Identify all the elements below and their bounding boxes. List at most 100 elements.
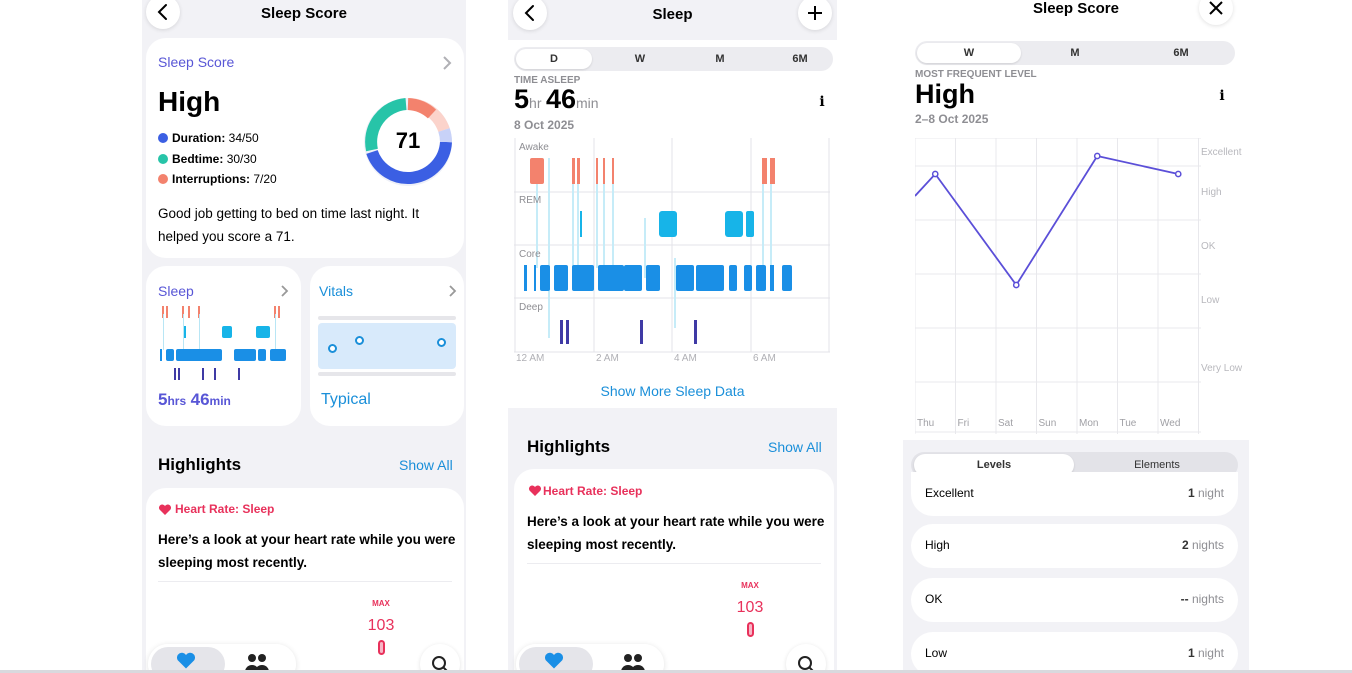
tab-bar [516, 644, 664, 670]
data-point [931, 170, 939, 178]
close-button[interactable] [1199, 0, 1233, 25]
level-row-low[interactable]: Low 1 night [911, 632, 1238, 670]
add-button[interactable] [798, 0, 832, 30]
y-tick-label: OK [1201, 241, 1216, 252]
tab-bar [148, 644, 296, 670]
y-tick-label: Excellent [1201, 147, 1242, 158]
y-tick-label: Very Low [1201, 363, 1243, 374]
x-tick-label: Wed [1160, 418, 1181, 429]
search-button[interactable] [420, 644, 460, 670]
bedtime-item: Bedtime: 30/30 [158, 149, 277, 170]
period-selector: D W M 6M [514, 47, 833, 71]
chevron-left-icon [157, 4, 167, 20]
heart-rate-card[interactable]: Heart Rate: Sleep Here’s a look at your … [146, 488, 464, 670]
back-button[interactable] [146, 0, 180, 29]
heart-rate-marker [747, 622, 754, 637]
score-value: 71 [395, 128, 421, 153]
vitals-bottom-line [318, 372, 456, 376]
people-icon[interactable] [620, 652, 646, 670]
heart-rate-marker [378, 640, 385, 655]
close-icon [1209, 1, 1223, 15]
search-button[interactable] [786, 644, 826, 670]
level-row-ok[interactable]: OK -- nights [911, 578, 1238, 622]
y-tick-label: High [1201, 187, 1222, 198]
heart-card-body: Here’s a look at your heart rate while y… [527, 514, 825, 552]
duration-item: Duration: 34/50 [158, 128, 277, 149]
max-value: 103 [736, 599, 764, 616]
segment-week[interactable]: W [917, 43, 1021, 63]
heart-card-title: Heart Rate: Sleep [543, 484, 643, 498]
sleep-mini-chart [160, 306, 286, 380]
time-label: 4 AM [674, 353, 697, 364]
time-label: 2 AM [596, 353, 619, 364]
vitals-point [437, 338, 446, 347]
segment-month[interactable]: M [715, 53, 725, 65]
chevron-right-icon [443, 56, 452, 70]
sleep-score-card[interactable]: Sleep Score High Duration: 34/50 Bedtime… [146, 38, 464, 258]
vitals-tile-title: Vitals [319, 283, 353, 299]
data-point [1174, 170, 1182, 178]
vitals-point [355, 336, 364, 345]
divider [158, 581, 452, 582]
sleep-detail-panel: Sleep D W M 6M TIME ASLEEP 5hr 46min 8 O… [508, 0, 837, 670]
nav-title: Sleep [652, 6, 693, 23]
stage-label-deep: Deep [519, 302, 543, 313]
max-label: MAX [741, 581, 759, 590]
stage-label-core: Core [519, 249, 541, 260]
chevron-left-icon [524, 5, 534, 21]
x-tick-label: Thu [917, 418, 935, 429]
sleep-score-line-chart [915, 138, 1201, 434]
level-value: High [915, 79, 975, 109]
level-row-excellent[interactable]: Excellent 1 night [911, 472, 1238, 516]
data-point [1012, 281, 1020, 289]
back-button[interactable] [513, 0, 547, 30]
tab-elements[interactable]: Elements [1134, 459, 1180, 471]
vitals-tile[interactable]: Vitals Typical [310, 266, 464, 426]
show-all-link[interactable]: Show All [399, 457, 453, 473]
x-tick-label: Sun [1038, 418, 1057, 429]
max-value: 103 [367, 617, 395, 634]
info-icon[interactable]: i [1219, 88, 1225, 104]
interruptions-item: Interruptions: 7/20 [158, 169, 277, 190]
vitals-range-band [318, 323, 456, 369]
segment-day[interactable]: D [516, 49, 592, 69]
y-tick-label: Low [1201, 295, 1220, 306]
show-more-sleep-data[interactable]: Show More Sleep Data [600, 383, 745, 399]
time-asleep-value: 5hr 46min [514, 84, 599, 114]
heart-card-body: Here’s a look at your heart rate while y… [158, 532, 456, 570]
x-tick-label: Tue [1119, 418, 1137, 429]
max-label: MAX [372, 599, 390, 608]
score-breakdown: Duration: 34/50 Bedtime: 30/30 Interrupt… [158, 128, 277, 190]
heart-rate-card[interactable]: Heart Rate: Sleep Here’s a look at your … [514, 469, 834, 670]
divider [527, 563, 821, 564]
highlights-title: Highlights [158, 455, 242, 474]
time-label: 12 AM [516, 353, 545, 364]
segment-6m[interactable]: 6M [1173, 47, 1189, 59]
level-row-high[interactable]: High 2 nights [911, 524, 1238, 568]
sleep-date: 8 Oct 2025 [514, 118, 575, 132]
info-icon[interactable]: i [819, 94, 825, 110]
sleep-score-history-panel: Sleep Score W M 6M MOST FREQUENT LEVEL H… [903, 0, 1249, 670]
duration-dot [158, 133, 168, 143]
time-label: 6 AM [753, 353, 776, 364]
heart-icon [544, 652, 564, 669]
nav-bar [508, 0, 837, 40]
segment-6m[interactable]: 6M [792, 53, 808, 65]
segment-month[interactable]: M [1070, 47, 1080, 59]
tab-levels[interactable]: Levels [914, 454, 1074, 476]
score-level: High [158, 86, 221, 117]
bedtime-dot [158, 153, 168, 164]
sleep-tile[interactable]: Sleep 5hrs 46min [146, 266, 301, 426]
sleep-score-panel: Sleep Score Sleep Score High Duration: 3… [142, 0, 466, 670]
nav-title: Sleep Score [261, 5, 347, 22]
segment-week[interactable]: W [634, 53, 646, 65]
period-selector: W M 6M [915, 41, 1235, 65]
sleep-score-link[interactable]: Sleep Score [158, 54, 235, 70]
x-tick-label: Fri [957, 418, 970, 429]
people-icon[interactable] [244, 652, 270, 670]
most-frequent-label: MOST FREQUENT LEVEL [915, 69, 1037, 80]
search-icon [432, 656, 448, 670]
show-all-link[interactable]: Show All [768, 439, 822, 455]
vitals-status: Typical [321, 391, 371, 408]
heart-icon [528, 485, 542, 496]
